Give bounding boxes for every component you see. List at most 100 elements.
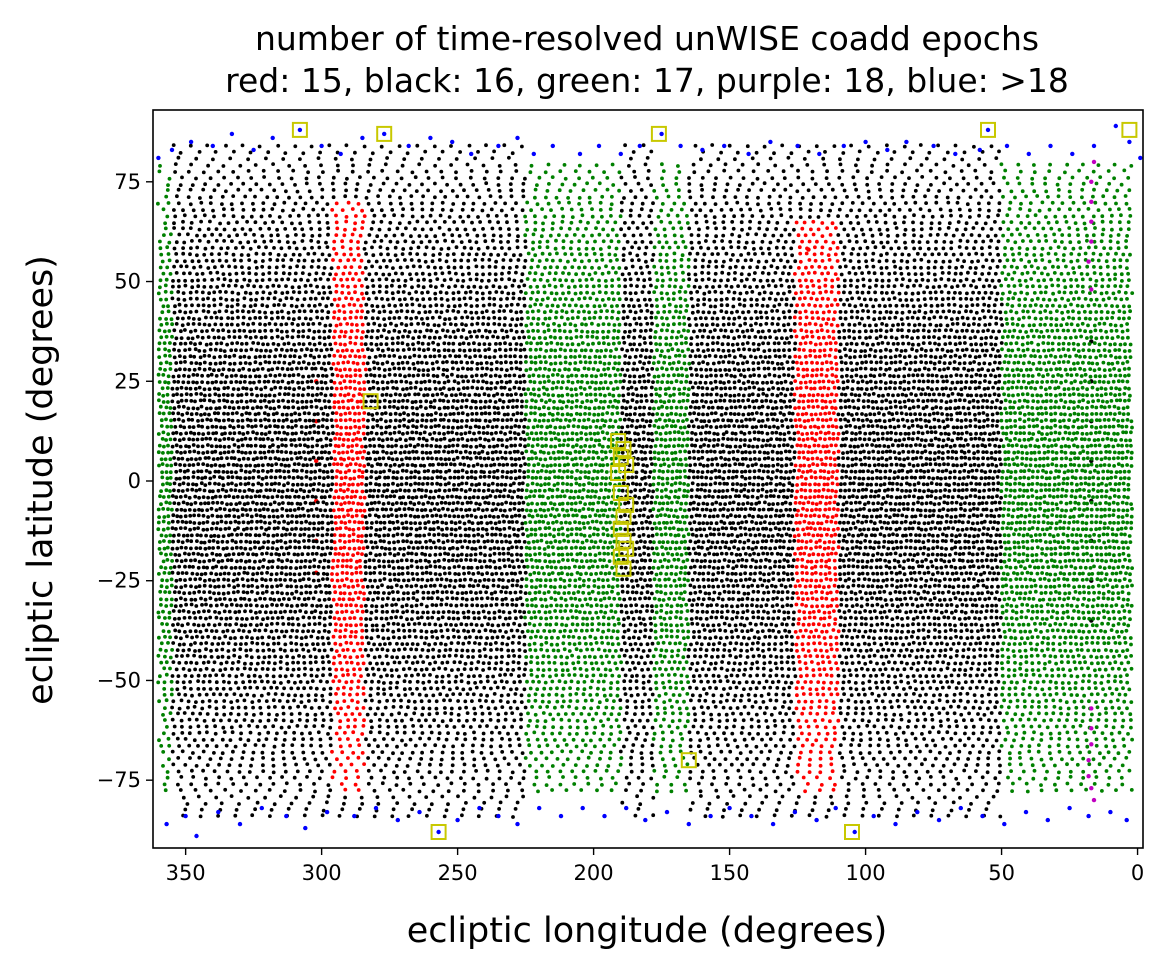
- data-point: [867, 654, 872, 659]
- data-point: [337, 814, 342, 818]
- data-point: [237, 628, 241, 633]
- data-point: [693, 718, 698, 723]
- data-point: [875, 571, 880, 576]
- data-point: [742, 787, 747, 792]
- data-point: [302, 757, 307, 761]
- data-point: [953, 628, 958, 633]
- data-point: [505, 585, 509, 590]
- data-point: [647, 635, 652, 640]
- data-point: [884, 635, 888, 640]
- data-point: [364, 617, 368, 621]
- data-point: [186, 622, 190, 626]
- data-point: [248, 685, 253, 690]
- data-point: [347, 432, 352, 436]
- data-point: [815, 604, 819, 609]
- data-point: [835, 246, 840, 250]
- data-point: [198, 668, 203, 672]
- data-point: [715, 736, 720, 741]
- data-point: [933, 756, 938, 761]
- data-point: [340, 290, 345, 295]
- data-point: [699, 794, 703, 798]
- data-point: [491, 788, 495, 793]
- data-point: [751, 762, 756, 767]
- data-point: [847, 622, 852, 627]
- data-point: [883, 598, 888, 602]
- data-point: [811, 622, 816, 627]
- data-point: [820, 245, 825, 250]
- data-point: [326, 794, 331, 799]
- data-point: [900, 602, 904, 607]
- data-point: [452, 585, 457, 589]
- data-point: [902, 667, 907, 672]
- data-point: [802, 551, 807, 556]
- data-point: [821, 317, 826, 321]
- data-point: [835, 259, 840, 263]
- data-point: [332, 239, 337, 244]
- data-point: [785, 764, 790, 768]
- data-point: [823, 399, 828, 404]
- data-point: [465, 711, 470, 715]
- data-point: [899, 679, 904, 684]
- data-point: [871, 553, 875, 558]
- data-point: [472, 757, 477, 762]
- data-point: [339, 277, 343, 282]
- data-point: [497, 577, 502, 582]
- data-point: [768, 668, 773, 672]
- data-point: [797, 755, 802, 760]
- data-point: [793, 674, 798, 679]
- data-point: [812, 252, 817, 257]
- data-point: [369, 636, 374, 641]
- data-point: [172, 724, 177, 729]
- data-point: [932, 693, 936, 698]
- data-point: [911, 630, 916, 634]
- data-point: [748, 572, 753, 576]
- data-point: [209, 648, 213, 653]
- data-point: [253, 807, 257, 812]
- data-point: [248, 648, 253, 652]
- data-point: [384, 616, 389, 621]
- data-point: [703, 698, 708, 703]
- data-point: [799, 546, 804, 550]
- data-point: [760, 800, 765, 805]
- data-point: [170, 717, 175, 722]
- data-point: [733, 572, 738, 576]
- data-point: [844, 597, 849, 602]
- data-point: [314, 686, 319, 691]
- data-point: [389, 668, 394, 673]
- data-point: [975, 763, 980, 767]
- data-point: [346, 258, 351, 263]
- data-point: [785, 596, 790, 601]
- data-point: [338, 526, 343, 531]
- data-point: [861, 794, 866, 799]
- data-point: [980, 775, 985, 780]
- data-point: [419, 615, 424, 620]
- data-point: [797, 450, 802, 455]
- data-point: [980, 700, 985, 705]
- data-point: [255, 661, 260, 666]
- data-point: [772, 647, 777, 652]
- data-point: [497, 769, 502, 774]
- data-point: [286, 806, 291, 811]
- data-point: [258, 559, 262, 564]
- data-point: [375, 661, 379, 666]
- data-point: [833, 577, 838, 582]
- data-point: [650, 604, 654, 609]
- data-point: [389, 615, 394, 620]
- data-point: [220, 565, 224, 570]
- data-point: [812, 443, 817, 448]
- data-point: [171, 762, 176, 767]
- data-point: [334, 283, 339, 288]
- data-point: [980, 725, 985, 730]
- data-point: [334, 501, 339, 506]
- data-point: [524, 661, 528, 666]
- data-point: [246, 796, 251, 800]
- data-point: [350, 610, 354, 614]
- data-point: [869, 616, 874, 621]
- data-point: [363, 367, 368, 372]
- data-point: [700, 769, 705, 774]
- data-point: [709, 603, 714, 608]
- data-point: [402, 591, 406, 596]
- data-point: [834, 348, 838, 352]
- data-point: [832, 725, 837, 730]
- data-point: [226, 578, 231, 582]
